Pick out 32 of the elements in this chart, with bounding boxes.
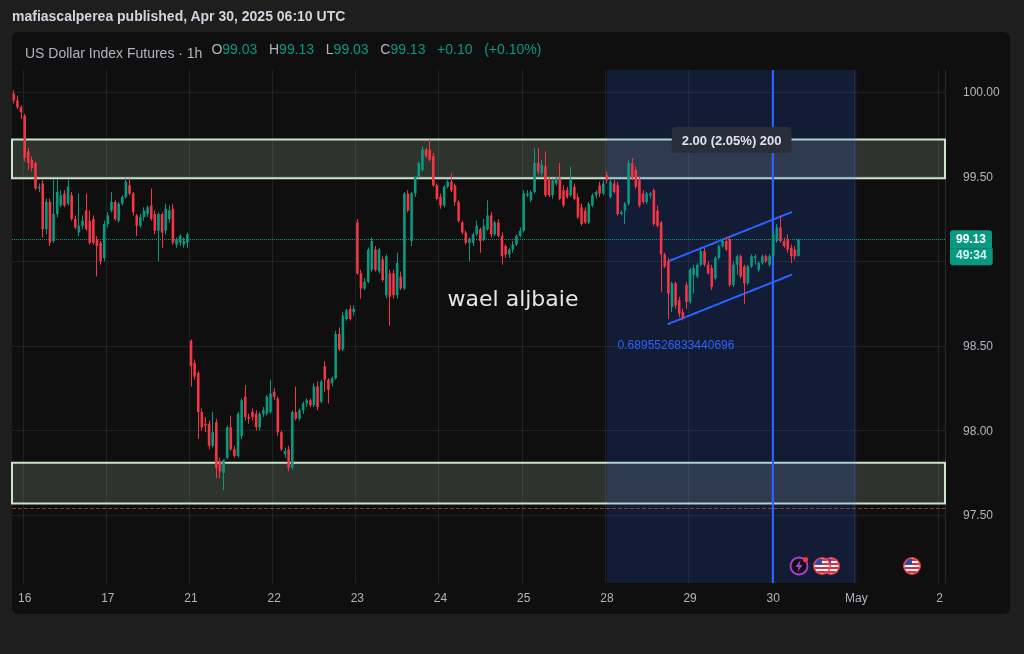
x-tick-label: 30: [766, 591, 781, 605]
x-tick-label: 24: [433, 591, 448, 605]
x-tick-label: 16: [17, 591, 32, 605]
y-tick-label: 100.00: [963, 85, 1001, 100]
chart-title: US Dollar Index Futures · 1h: [25, 45, 203, 61]
candlestick: [211, 412, 214, 448]
text: 49:34: [956, 248, 988, 263]
candlestick: [468, 237, 471, 262]
y-tick-label: 99.50: [963, 169, 994, 184]
x-tick-label: 28: [600, 591, 614, 605]
band-label: 2.00 (2.05%) 200: [681, 132, 782, 148]
y-tick-label: 98.50: [963, 338, 994, 353]
x-tick-label: May: [845, 591, 868, 605]
text: O99.03 H99.13 L99.03 C99.13 +0.10 (+0.10%): [211, 41, 542, 57]
x-tick-label: 29: [683, 591, 698, 605]
candlestick: [128, 178, 131, 196]
x-tick-label: 21: [184, 591, 198, 605]
x-tick-label: 17: [101, 591, 115, 605]
candlestick: [110, 191, 113, 213]
annotation: wael aljbaie: [447, 285, 579, 311]
x-tick-label: 23: [350, 591, 365, 605]
x-tick-label: 22: [267, 591, 282, 605]
annotation: 0.6895526833440696: [617, 338, 735, 352]
ref-line-label: 99.13: [956, 232, 987, 247]
candlestick: [146, 205, 149, 218]
candlestick: [16, 95, 19, 109]
y-tick-label: 97.50: [963, 508, 994, 523]
x-tick-label: 25: [517, 591, 531, 605]
candlestick: [233, 445, 236, 458]
x-tick-label: 2: [936, 591, 944, 605]
text: mafiascalperea published, Apr 30, 2025 06:10 UTC: [12, 8, 346, 24]
y-tick-label: 98.00: [963, 423, 994, 438]
